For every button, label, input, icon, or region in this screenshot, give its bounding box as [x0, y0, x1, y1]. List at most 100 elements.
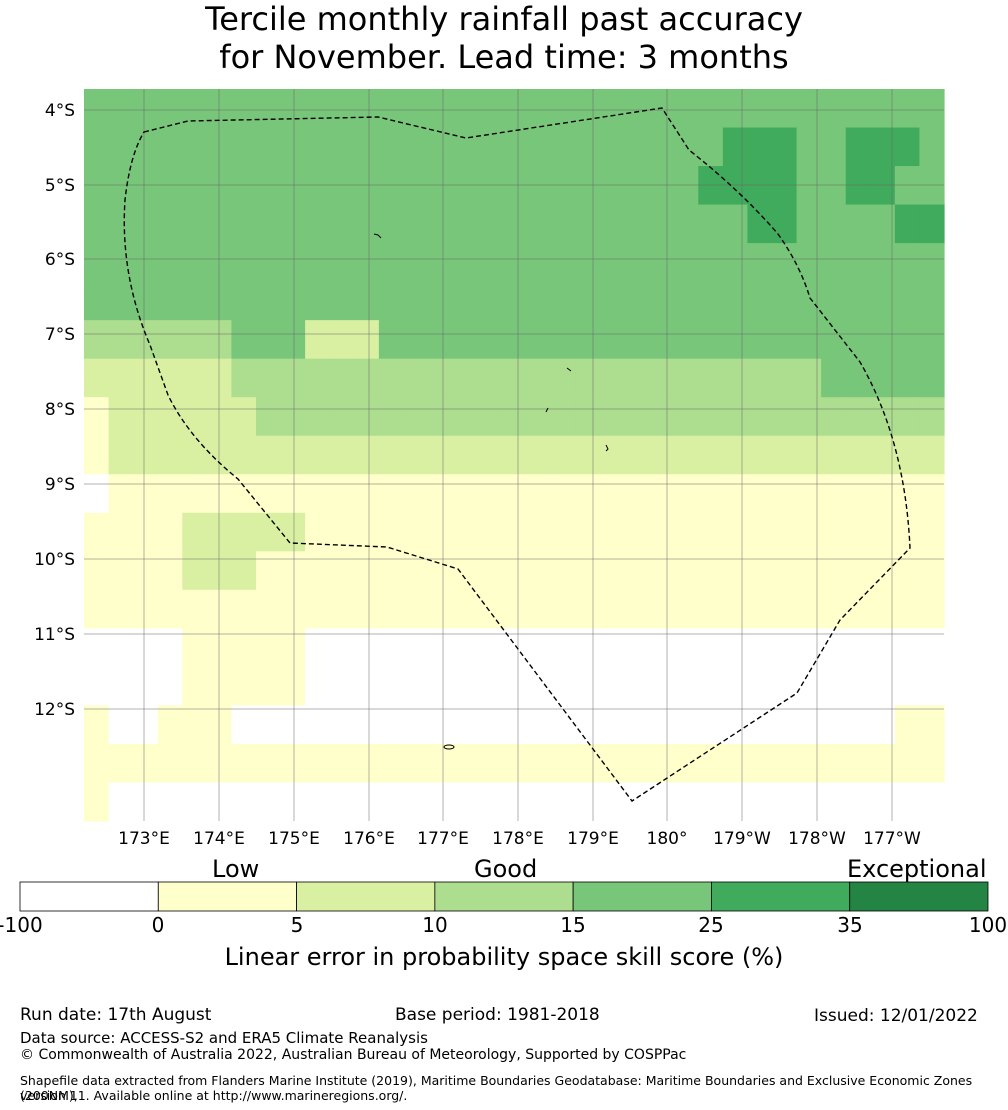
grid-cell [870, 397, 896, 437]
grid-cell [329, 666, 355, 707]
grid-cell [649, 589, 675, 629]
grid-cell [477, 281, 503, 321]
grid-cell [133, 397, 159, 437]
grid-cell [477, 397, 503, 437]
grid-cell [870, 705, 896, 745]
grid-cell [845, 743, 871, 784]
grid-cell [722, 397, 749, 437]
grid-cell [108, 204, 134, 244]
grid-cell [722, 204, 749, 244]
grid-cell [575, 435, 601, 475]
grid-cell [378, 589, 405, 629]
grid-cell [354, 89, 380, 129]
grid-cell [182, 397, 208, 437]
grid-cell [526, 435, 552, 475]
grid-cell [329, 743, 355, 784]
grid-cell [108, 743, 134, 784]
grid-cell [452, 512, 478, 552]
grid-cell [919, 628, 945, 668]
grid-cell [305, 743, 331, 784]
grid-cell [157, 89, 183, 129]
grid-cell [870, 628, 896, 668]
grid-cell [624, 397, 650, 437]
grid-cell [894, 782, 921, 822]
grid-cell [747, 397, 773, 437]
grid-cell [870, 782, 896, 822]
grid-cell [501, 397, 527, 437]
grid-cell [84, 204, 110, 244]
grid-cell [157, 743, 183, 784]
grid-cell [452, 666, 478, 707]
grid-cell [772, 551, 798, 591]
grid-cell [182, 127, 208, 167]
grid-cell [575, 474, 601, 514]
grid-cell [133, 666, 159, 707]
grid-cell [477, 204, 503, 244]
grid-cell [84, 512, 110, 552]
grid-cell [624, 551, 650, 591]
grid-cell [354, 397, 380, 437]
grid-cell [84, 166, 110, 206]
grid-cell [501, 705, 527, 745]
grid-cell [600, 397, 626, 437]
grid-cell [84, 243, 110, 283]
grid-cell [378, 435, 405, 475]
longitude-label: 174°E [193, 829, 245, 849]
grid-cell [354, 705, 380, 745]
grid-cell [575, 243, 601, 283]
grid-cell [182, 358, 208, 398]
grid-cell [157, 512, 183, 552]
grid-cell [501, 358, 527, 398]
grid-cell [575, 705, 601, 745]
grid-cell [428, 474, 454, 514]
colorbar-tick: 25 [698, 913, 724, 937]
grid-cell [600, 474, 626, 514]
grid-cell [428, 435, 454, 475]
grid-cell [821, 705, 847, 745]
grid-cell [403, 628, 429, 668]
graticule [84, 89, 944, 821]
grid-cell [624, 666, 650, 707]
grid-cell [575, 204, 601, 244]
grid-cell [256, 127, 282, 167]
grid-cell [206, 743, 233, 784]
grid-cell [477, 320, 503, 360]
grid-cell [821, 474, 847, 514]
grid-cell [280, 589, 306, 629]
grid-cell [698, 166, 724, 206]
grid-cell [157, 397, 183, 437]
grid-cell [870, 358, 896, 398]
grid-cell [526, 628, 552, 668]
grid-cell [84, 320, 110, 360]
grid-cell [526, 782, 552, 822]
grid-cell [305, 320, 331, 360]
grid-cell [550, 358, 577, 398]
grid-cell [477, 166, 503, 206]
grid-cell [84, 435, 110, 475]
grid-cell [649, 705, 675, 745]
latitude-labels: 4°S 5°S 6°S 7°S 8°S 9°S 10°S 11°S 12°S [34, 101, 75, 720]
grid-cell [501, 512, 527, 552]
grid-cell [919, 705, 945, 745]
grid-cell [403, 281, 429, 321]
grid-cell [378, 743, 405, 784]
grid-cell [796, 666, 822, 707]
grid-cell [772, 204, 798, 244]
grid-cell [133, 435, 159, 475]
grid-cell [84, 782, 110, 822]
data-source: Data source: ACCESS-S2 and ERA5 Climate … [20, 1029, 428, 1047]
grid-cell [673, 628, 699, 668]
grid-cell [772, 243, 798, 283]
grid-cell [133, 705, 159, 745]
base-period: Base period: 1981-2018 [395, 1005, 600, 1025]
grid-cell [772, 320, 798, 360]
grid-cell [624, 474, 650, 514]
grid-cell [600, 435, 626, 475]
eez-boundary [123, 107, 911, 802]
grid-cell [526, 705, 552, 745]
grid-cell [919, 397, 945, 437]
grid-cell [428, 551, 454, 591]
grid-cell [624, 320, 650, 360]
grid-cell [157, 474, 183, 514]
grid-cell [821, 666, 847, 707]
